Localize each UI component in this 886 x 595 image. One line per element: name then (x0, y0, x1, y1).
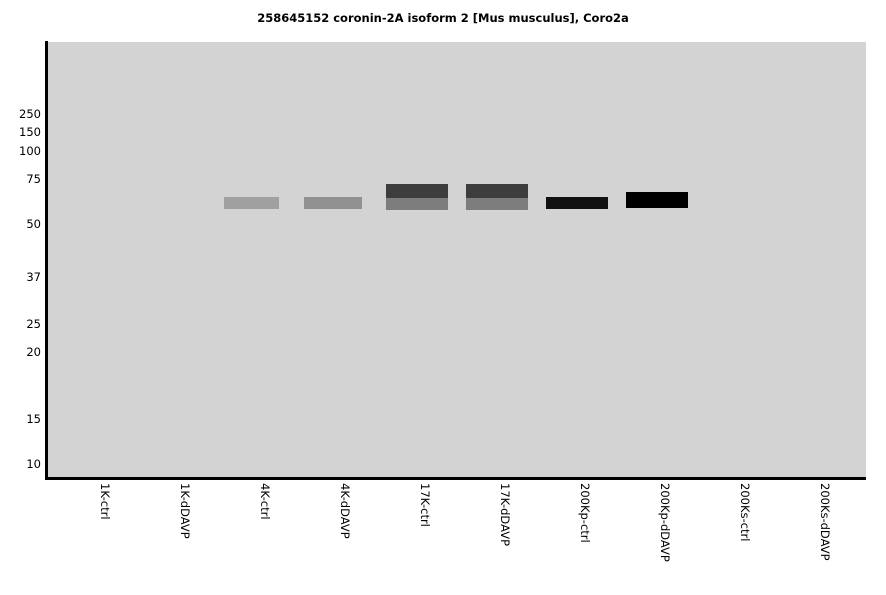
blot-band (466, 198, 528, 210)
page-title: 258645152 coronin-2A isoform 2 [Mus musc… (257, 11, 629, 25)
y-tick-75: 75 (0, 172, 41, 186)
blot-band (386, 198, 448, 210)
x-tick-200ks-ctrl: 200Ks-ctrl (737, 483, 752, 593)
blot-band (546, 197, 608, 209)
x-tick-1k-ddavp: 1K-dDAVP (177, 483, 192, 593)
y-tick-15: 15 (0, 412, 41, 426)
x-tick-label: 1K-ctrl (97, 483, 112, 520)
y-tick-100: 100 (0, 144, 41, 158)
y-tick-label: 20 (26, 345, 41, 359)
blot-band (466, 184, 528, 198)
x-tick-label: 17K-ctrl (417, 483, 432, 527)
y-tick-label: 75 (26, 172, 41, 186)
blot-band (386, 184, 448, 198)
x-tick-label: 200Kp-dDAVP (657, 483, 672, 562)
x-tick-1k-ctrl: 1K-ctrl (97, 483, 112, 593)
y-tick-10: 10 (0, 457, 41, 471)
x-tick-label: 4K-dDAVP (337, 483, 352, 539)
y-tick-150: 150 (0, 125, 41, 139)
y-tick-50: 50 (0, 217, 41, 231)
x-tick-200kp-ctrl: 200Kp-ctrl (577, 483, 592, 593)
x-tick-label: 200Ks-dDAVP (817, 483, 832, 561)
x-tick-4k-ctrl: 4K-ctrl (257, 483, 272, 593)
y-tick-20: 20 (0, 345, 41, 359)
x-tick-200kp-ddavp: 200Kp-dDAVP (657, 483, 672, 593)
y-tick-label: 150 (19, 125, 41, 139)
x-axis-spine (45, 477, 866, 480)
plot-area (48, 42, 866, 478)
x-tick-label: 200Ks-ctrl (737, 483, 752, 542)
y-tick-label: 15 (26, 412, 41, 426)
x-tick-17k-ddavp: 17K-dDAVP (497, 483, 512, 593)
y-tick-label: 250 (19, 107, 41, 121)
blot-band (626, 192, 688, 208)
y-tick-37: 37 (0, 270, 41, 284)
x-tick-label: 4K-ctrl (257, 483, 272, 520)
y-axis-spine (45, 41, 48, 479)
y-tick-label: 100 (19, 144, 41, 158)
y-tick-label: 25 (26, 317, 41, 331)
x-tick-17k-ctrl: 17K-ctrl (417, 483, 432, 593)
x-tick-label: 17K-dDAVP (497, 483, 512, 547)
x-tick-200ks-ddavp: 200Ks-dDAVP (817, 483, 832, 593)
x-tick-label: 1K-dDAVP (177, 483, 192, 539)
blot-band (224, 197, 279, 209)
y-tick-label: 10 (26, 457, 41, 471)
y-tick-250: 250 (0, 107, 41, 121)
y-tick-label: 37 (26, 270, 41, 284)
y-tick-25: 25 (0, 317, 41, 331)
x-tick-4k-ddavp: 4K-dDAVP (337, 483, 352, 593)
blot-band (304, 197, 362, 209)
x-tick-label: 200Kp-ctrl (577, 483, 592, 543)
y-tick-label: 50 (26, 217, 41, 231)
